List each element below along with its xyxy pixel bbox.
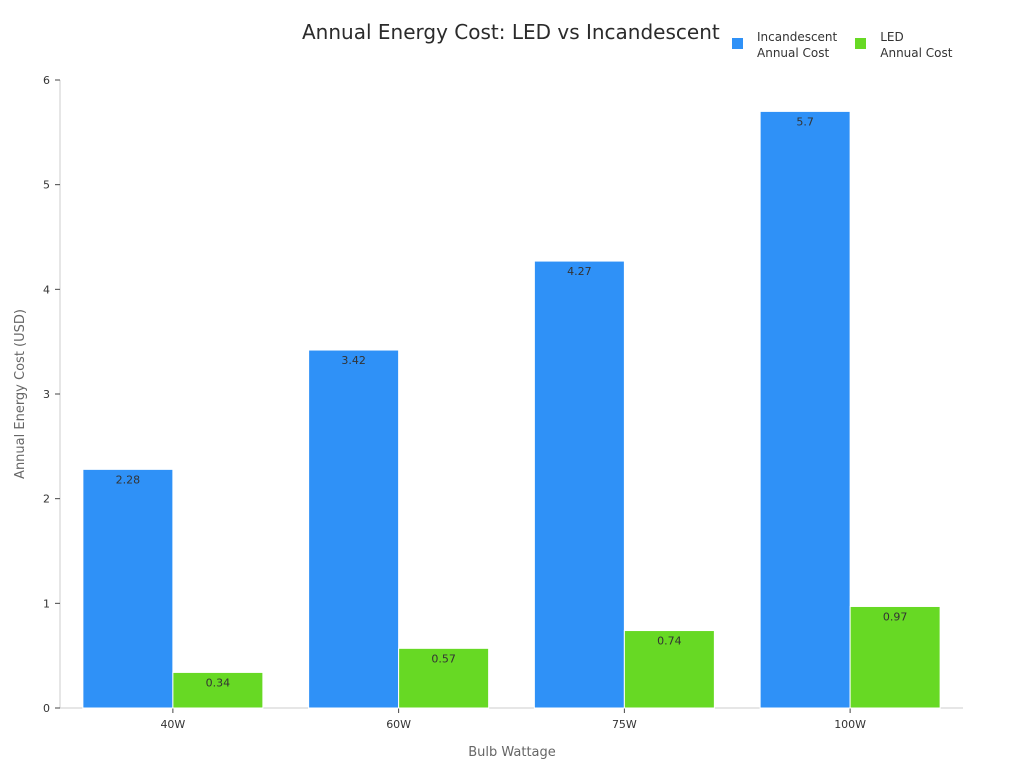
x-tick-label: 75W bbox=[612, 718, 637, 731]
legend-swatch-incandescent bbox=[732, 38, 743, 49]
x-tick-label: 40W bbox=[160, 718, 185, 731]
data-label: 0.34 bbox=[206, 676, 231, 689]
x-tick-label: 100W bbox=[834, 718, 866, 731]
data-label: 4.27 bbox=[567, 265, 592, 278]
data-label: 0.57 bbox=[431, 652, 456, 665]
bar-incandescent bbox=[533, 260, 625, 709]
legend-item-incandescent: Incandescent Annual Cost bbox=[732, 29, 837, 61]
legend-label-incandescent: Incandescent Annual Cost bbox=[757, 30, 838, 60]
legend-swatch-led bbox=[855, 38, 867, 49]
legend: Incandescent Annual Cost LED Annual Cost bbox=[732, 29, 970, 61]
y-tick-label: 2 bbox=[43, 493, 50, 506]
x-tick-label: 60W bbox=[386, 718, 411, 731]
bar-incandescent bbox=[308, 349, 400, 709]
bar-incandescent bbox=[82, 468, 174, 709]
y-tick-label: 4 bbox=[43, 283, 50, 296]
data-label: 0.74 bbox=[657, 635, 682, 648]
data-label: 2.28 bbox=[116, 473, 141, 486]
bar-led bbox=[172, 671, 264, 709]
x-axis-label: Bulb Wattage bbox=[468, 745, 556, 760]
data-label: 3.42 bbox=[341, 354, 366, 367]
y-tick-label: 3 bbox=[43, 388, 50, 401]
bar-incandescent bbox=[759, 110, 851, 709]
legend-item-led: LED Annual Cost bbox=[855, 29, 952, 61]
y-tick-label: 5 bbox=[43, 179, 50, 192]
bar-led bbox=[398, 647, 490, 709]
bar-led bbox=[623, 630, 715, 709]
data-label: 5.7 bbox=[796, 115, 814, 128]
chart-title: Annual Energy Cost: LED vs Incandescent bbox=[302, 20, 720, 44]
legend-label-led: LED Annual Cost bbox=[880, 30, 953, 60]
y-tick-label: 1 bbox=[43, 597, 50, 610]
data-label: 0.97 bbox=[883, 610, 908, 623]
bar-led bbox=[849, 605, 941, 709]
y-tick-label: 0 bbox=[43, 702, 50, 715]
y-tick-label: 6 bbox=[43, 74, 50, 87]
y-axis-label: Annual Energy Cost (USD) bbox=[13, 309, 28, 479]
